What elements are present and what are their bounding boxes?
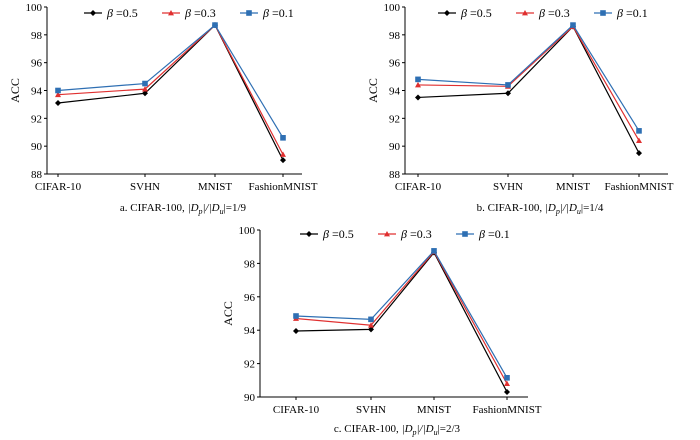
y-tick-label: 100 (26, 2, 43, 14)
chart-1: 88 90 92 94 96 98 100 CIFAR-10 SVHN MNIST FashionM… (8, 2, 318, 216)
data-point (505, 82, 511, 88)
legend-label: β =0.1 (616, 6, 648, 20)
data-point (55, 100, 61, 106)
series-line-1 (418, 26, 639, 153)
legend-marker (306, 231, 312, 237)
y-tick-label: 92 (31, 113, 42, 125)
x-tick-label: MNIST (198, 181, 233, 193)
x-tick-label: MNIST (556, 181, 591, 193)
legend-label: β =0.1 (478, 227, 510, 241)
legend-label: β =0.5 (322, 227, 354, 241)
data-point (55, 88, 61, 94)
y-tick-label: 88 (31, 169, 43, 181)
x-tick-label: MNIST (417, 404, 452, 416)
y-axis-label: ACC (221, 301, 235, 326)
y-tick-label: 90 (244, 392, 256, 404)
x-tick-label: CIFAR-10 (395, 181, 442, 193)
y-tick-label: 90 (389, 141, 401, 153)
y-tick-label: 98 (31, 30, 43, 42)
x-tick-label: FashionMNIST (248, 181, 317, 193)
data-point (504, 381, 510, 386)
y-tick-label: 88 (389, 169, 401, 181)
y-tick-label: 94 (31, 86, 43, 98)
y-tick-label: 96 (389, 58, 401, 70)
y-tick-label: 98 (244, 258, 256, 270)
legend-label: β =0.5 (460, 6, 492, 20)
data-point (636, 150, 642, 156)
data-point (212, 22, 218, 28)
x-tick-label: FashionMNIST (604, 181, 673, 193)
data-point (293, 328, 299, 334)
x-tick-label: SVHN (356, 404, 386, 416)
chart-3: 90 92 94 96 98 100 CIFAR-10 SVHN MNIST FashionMNI… (221, 225, 542, 437)
y-tick-label: 92 (389, 113, 400, 125)
legend-label: β =0.3 (184, 6, 216, 20)
legend-marker (90, 10, 96, 16)
legend-marker (246, 10, 252, 16)
data-point (280, 152, 286, 157)
y-tick-label: 94 (389, 86, 401, 98)
series-line-2 (58, 25, 283, 154)
data-point (142, 81, 148, 87)
y-tick-label: 92 (244, 359, 255, 371)
data-point (415, 94, 421, 100)
y-axis-label: ACC (8, 78, 22, 103)
data-point (636, 138, 642, 143)
y-tick-label: 90 (31, 141, 43, 153)
legend-label: β =0.1 (262, 6, 294, 20)
data-point (504, 389, 510, 395)
y-tick-label: 96 (244, 292, 256, 304)
data-point (293, 313, 299, 319)
data-point (636, 128, 642, 134)
chart-caption: b. CIFAR-100, |Dp|/|Du|=1/4 (477, 202, 604, 216)
legend-label: β =0.5 (106, 6, 138, 20)
chart-caption: c. CIFAR-100, |Dp|/|Du|=2/3 (334, 423, 461, 437)
series-line-2 (418, 26, 639, 140)
figure-canvas: 88 90 92 94 96 98 100 CIFAR-10 SVHN MNIST FashionM… (0, 0, 700, 440)
chart-caption: a. CIFAR-100, |Dp|/|Du|=1/9 (120, 202, 247, 216)
data-point (368, 317, 374, 323)
data-point (431, 248, 437, 254)
x-tick-label: CIFAR-10 (35, 181, 82, 193)
legend-label: β =0.3 (400, 227, 432, 241)
x-tick-label: FashionMNIST (472, 404, 541, 416)
y-axis-label: ACC (366, 78, 380, 103)
series-line-3 (418, 25, 639, 131)
x-tick-label: SVHN (130, 181, 160, 193)
legend-marker (600, 10, 606, 16)
series-line-3 (296, 251, 507, 378)
data-point (570, 22, 576, 28)
x-tick-label: SVHN (493, 181, 523, 193)
y-tick-label: 100 (239, 225, 256, 237)
y-tick-label: 94 (244, 325, 256, 337)
y-tick-label: 98 (389, 30, 401, 42)
data-point (280, 135, 286, 141)
series-line-3 (58, 25, 283, 138)
x-tick-label: CIFAR-10 (273, 404, 320, 416)
data-point (504, 375, 510, 381)
legend-label: β =0.3 (538, 6, 570, 20)
chart-2: 88 90 92 94 96 98 100 CIFAR-10 SVHN MNIST FashionM… (366, 2, 674, 216)
data-point (415, 77, 421, 83)
y-tick-label: 96 (31, 58, 43, 70)
legend-marker (462, 231, 468, 237)
y-tick-label: 100 (384, 2, 401, 14)
legend-marker (444, 10, 450, 16)
data-point (280, 157, 286, 163)
